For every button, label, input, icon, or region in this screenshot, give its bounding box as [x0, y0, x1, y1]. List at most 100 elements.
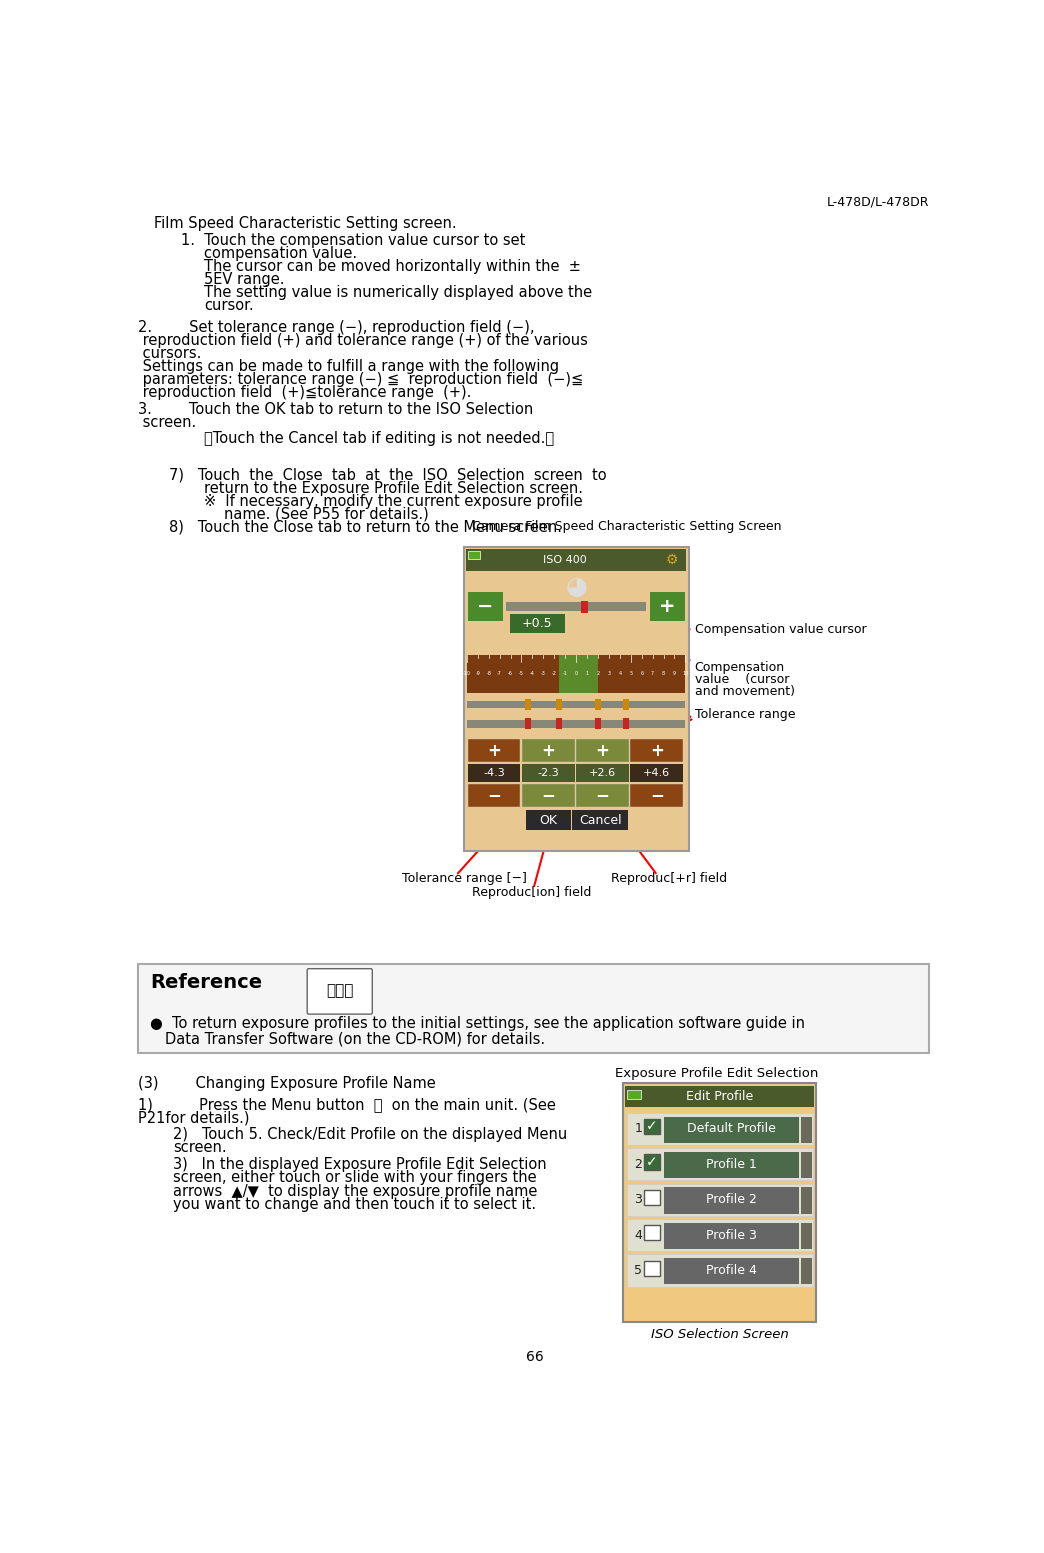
Text: ✓: ✓	[646, 1155, 658, 1169]
Text: 8: 8	[662, 671, 665, 676]
Text: +0.5: +0.5	[522, 617, 552, 631]
Text: 4: 4	[618, 671, 621, 676]
Text: -4: -4	[530, 671, 535, 676]
FancyBboxPatch shape	[626, 1219, 812, 1252]
FancyBboxPatch shape	[631, 764, 683, 783]
FancyBboxPatch shape	[801, 1152, 812, 1179]
FancyBboxPatch shape	[644, 1261, 660, 1277]
Text: cursors.: cursors.	[138, 346, 201, 360]
FancyBboxPatch shape	[664, 1117, 800, 1143]
Text: 2)   Touch 5. Check/Edit Profile on the displayed Menu: 2) Touch 5. Check/Edit Profile on the di…	[173, 1127, 567, 1143]
Text: reproduction field (+) and tolerance range (+) of the various: reproduction field (+) and tolerance ran…	[138, 332, 588, 348]
Text: 8)   Touch the Close tab to return to the Menu screen.: 8) Touch the Close tab to return to the …	[169, 520, 563, 534]
Text: screen.: screen.	[173, 1140, 227, 1155]
FancyBboxPatch shape	[522, 764, 574, 783]
FancyBboxPatch shape	[522, 739, 574, 763]
Text: +2.6: +2.6	[589, 769, 616, 778]
Text: −: −	[488, 786, 501, 804]
Text: Camera Film Speed Characteristic Setting Screen: Camera Film Speed Characteristic Setting…	[472, 520, 781, 533]
Text: 4: 4	[634, 1228, 642, 1241]
Text: -2: -2	[552, 671, 556, 676]
Text: -4.3: -4.3	[483, 769, 505, 778]
FancyBboxPatch shape	[622, 1084, 816, 1322]
Text: 2: 2	[596, 671, 599, 676]
FancyBboxPatch shape	[464, 547, 688, 851]
Text: Cancel: Cancel	[578, 814, 621, 826]
Text: −: −	[649, 786, 664, 804]
FancyBboxPatch shape	[664, 1258, 800, 1284]
Text: parameters: tolerance range (−) ≦  reproduction field  (−)≦: parameters: tolerance range (−) ≦ reprod…	[138, 371, 584, 387]
Text: ✓: ✓	[646, 1120, 658, 1134]
Text: Profile 4: Profile 4	[706, 1264, 757, 1277]
FancyBboxPatch shape	[526, 811, 571, 831]
Text: Settings can be made to fulfill a range with the following: Settings can be made to fulfill a range …	[138, 359, 560, 374]
Text: Profile 3: Profile 3	[706, 1228, 757, 1241]
Text: ◕: ◕	[565, 575, 587, 599]
FancyBboxPatch shape	[644, 1154, 660, 1169]
Text: The setting value is numerically displayed above the: The setting value is numerically display…	[205, 284, 592, 300]
Text: -7: -7	[497, 671, 502, 676]
FancyBboxPatch shape	[627, 1090, 641, 1100]
FancyBboxPatch shape	[623, 719, 630, 730]
Text: Reproduc[+r] field: Reproduc[+r] field	[611, 873, 727, 885]
Text: -8: -8	[487, 671, 491, 676]
Text: +: +	[659, 598, 675, 617]
FancyBboxPatch shape	[468, 739, 520, 763]
Text: +4.6: +4.6	[643, 769, 670, 778]
FancyBboxPatch shape	[572, 811, 628, 831]
Text: 7: 7	[651, 671, 655, 676]
Text: Exposure Profile Edit Selection: Exposure Profile Edit Selection	[615, 1067, 818, 1079]
Text: Data Transfer Software (on the CD-ROM) for details.: Data Transfer Software (on the CD-ROM) f…	[165, 1031, 546, 1047]
FancyBboxPatch shape	[468, 551, 480, 559]
FancyBboxPatch shape	[664, 1222, 800, 1249]
Text: 3: 3	[634, 1193, 642, 1207]
FancyBboxPatch shape	[626, 1148, 812, 1180]
FancyBboxPatch shape	[644, 1190, 660, 1205]
Text: 6: 6	[640, 671, 643, 676]
Text: −: −	[595, 786, 610, 804]
Text: 66: 66	[526, 1351, 544, 1365]
Text: screen, either touch or slide with your fingers the: screen, either touch or slide with your …	[173, 1171, 537, 1185]
Text: -6: -6	[508, 671, 513, 676]
FancyBboxPatch shape	[631, 784, 683, 808]
FancyBboxPatch shape	[595, 719, 601, 730]
FancyBboxPatch shape	[595, 699, 601, 710]
Text: Profile 2: Profile 2	[706, 1193, 757, 1207]
Text: reproduction field  (+)≦tolerance range  (+).: reproduction field (+)≦tolerance range (…	[138, 385, 472, 401]
Text: ISO Selection Screen: ISO Selection Screen	[650, 1328, 788, 1342]
Text: 1: 1	[634, 1123, 642, 1135]
FancyBboxPatch shape	[466, 550, 686, 570]
Text: and movement): and movement)	[694, 685, 794, 699]
Text: P21for details.): P21for details.)	[138, 1110, 250, 1126]
Text: 3: 3	[608, 671, 611, 676]
FancyBboxPatch shape	[576, 739, 628, 763]
FancyBboxPatch shape	[801, 1117, 812, 1143]
Text: （Touch the Cancel tab if editing is not needed.）: （Touch the Cancel tab if editing is not …	[205, 432, 554, 446]
Text: The cursor can be moved horizontally within the  ±: The cursor can be moved horizontally wit…	[205, 259, 582, 273]
Text: 1: 1	[586, 671, 589, 676]
Text: +: +	[595, 742, 610, 759]
FancyBboxPatch shape	[576, 764, 628, 783]
Text: 2.        Set tolerance range (−), reproduction field (−),: 2. Set tolerance range (−), reproduction…	[138, 320, 535, 334]
Text: ⚙: ⚙	[665, 553, 678, 567]
FancyBboxPatch shape	[664, 1188, 800, 1213]
FancyBboxPatch shape	[525, 699, 531, 710]
Text: return to the Exposure Profile Edit Selection screen.: return to the Exposure Profile Edit Sele…	[205, 480, 584, 495]
FancyBboxPatch shape	[623, 699, 630, 710]
Text: 5EV range.: 5EV range.	[205, 272, 285, 287]
FancyBboxPatch shape	[801, 1222, 812, 1249]
Text: Profile 1: Profile 1	[706, 1157, 757, 1171]
Text: +: +	[541, 742, 555, 759]
Text: -9: -9	[475, 671, 480, 676]
Text: you want to change and then touch it to select it.: you want to change and then touch it to …	[173, 1197, 537, 1211]
Text: 1)          Press the Menu button  ⓖ  on the main unit. (See: 1) Press the Menu button ⓖ on the main u…	[138, 1098, 556, 1112]
Text: -3: -3	[541, 671, 546, 676]
Text: ご参考: ご参考	[326, 983, 354, 999]
FancyBboxPatch shape	[138, 964, 929, 1053]
FancyBboxPatch shape	[467, 721, 686, 728]
Text: Edit Profile: Edit Profile	[686, 1090, 753, 1103]
Text: Compensation value cursor: Compensation value cursor	[694, 623, 867, 637]
Text: 5: 5	[630, 671, 633, 676]
Text: value    (cursor: value (cursor	[694, 672, 789, 686]
FancyBboxPatch shape	[631, 739, 683, 763]
